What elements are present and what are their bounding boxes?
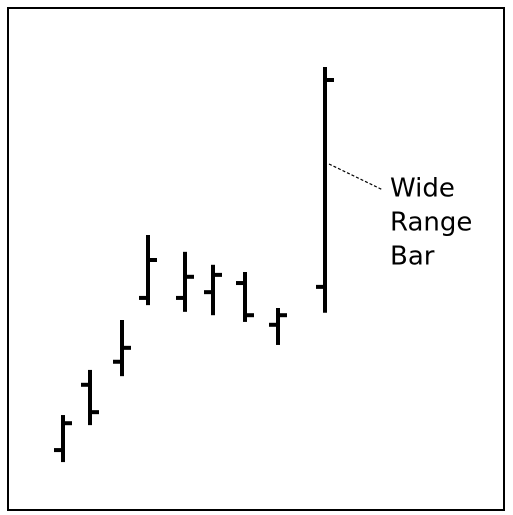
annotation-text: Bar xyxy=(390,242,435,272)
frame xyxy=(7,7,505,511)
annotation-text: Range xyxy=(390,208,472,238)
annotation-text: Wide xyxy=(390,174,455,204)
